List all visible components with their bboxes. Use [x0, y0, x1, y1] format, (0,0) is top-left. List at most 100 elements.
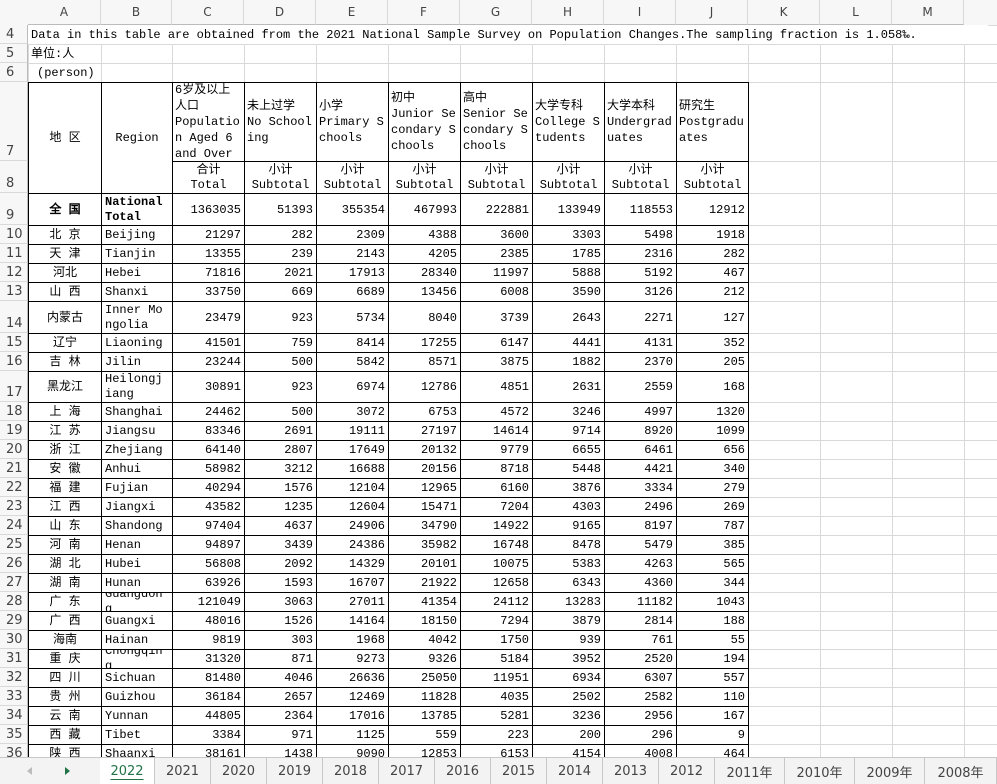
value-cell: 464: [676, 744, 749, 757]
sheet-tab[interactable]: 2017: [379, 758, 435, 784]
value-cell: 5734: [316, 301, 389, 334]
value-cell: 2364: [244, 706, 317, 726]
value-cell: 26636: [316, 668, 389, 688]
sheet-tab[interactable]: 2018: [323, 758, 379, 784]
value-cell: 500: [244, 402, 317, 422]
sheet-tab[interactable]: 2021: [155, 758, 211, 784]
row-number: 11: [0, 244, 28, 263]
value-cell: 296: [604, 725, 677, 745]
value-cell: 4421: [604, 459, 677, 479]
value-cell: 557: [676, 668, 749, 688]
value-cell: 13785: [388, 706, 461, 726]
value-cell: 17649: [316, 440, 389, 460]
value-cell: 1526: [244, 611, 317, 631]
value-cell: 13283: [532, 592, 605, 612]
value-cell: 5498: [604, 225, 677, 245]
value-cell: 9165: [532, 516, 605, 536]
sheet-tab[interactable]: 2022: [100, 758, 155, 784]
region-cell: Yunnan: [101, 706, 173, 726]
value-cell: 6974: [316, 371, 389, 403]
row-number: 7: [0, 82, 28, 161]
region-cell: Henan: [101, 535, 173, 555]
value-cell: 9326: [388, 649, 461, 669]
sheet-tab[interactable]: 2013: [603, 758, 659, 784]
value-cell: 3212: [244, 459, 317, 479]
value-cell: 24462: [172, 402, 245, 422]
sheet-tab[interactable]: 2015: [491, 758, 547, 784]
sheet-tab[interactable]: 2019: [267, 758, 323, 784]
region-cell: Guizhou: [101, 687, 173, 707]
value-cell: 6689: [316, 282, 389, 302]
value-cell: 3875: [460, 352, 533, 372]
value-cell: 6934: [532, 668, 605, 688]
row-number: 4: [0, 25, 28, 44]
value-cell: 4303: [532, 497, 605, 517]
column-header: I: [604, 0, 676, 25]
column-header: D: [244, 0, 316, 25]
value-cell: 12469: [316, 687, 389, 707]
value-cell: 17913: [316, 263, 389, 283]
sheet-tab[interactable]: 2008年: [925, 758, 997, 784]
value-cell: 761: [604, 630, 677, 650]
column-header: G: [460, 0, 532, 25]
region-cell: Shaanxi: [101, 744, 173, 757]
sheet-tab[interactable]: 2010年: [785, 758, 855, 784]
value-cell: 3126: [604, 282, 677, 302]
value-cell: 3876: [532, 478, 605, 498]
value-cell: 44805: [172, 706, 245, 726]
value-cell: 6307: [604, 668, 677, 688]
row-number: 21: [0, 459, 28, 478]
value-cell: 64140: [172, 440, 245, 460]
value-cell: 4008: [604, 744, 677, 757]
value-cell: 467993: [388, 193, 461, 226]
region-cell: 陕 西: [28, 744, 102, 757]
region-cell: Hebei: [101, 263, 173, 283]
sheet-tab[interactable]: 2014: [547, 758, 603, 784]
value-cell: 1099: [676, 421, 749, 441]
value-cell: 16688: [316, 459, 389, 479]
region-cell: Jilin: [101, 352, 173, 372]
value-cell: 81480: [172, 668, 245, 688]
region-cell: Guangxi: [101, 611, 173, 631]
value-cell: 3879: [532, 611, 605, 631]
value-cell: 4997: [604, 402, 677, 422]
value-cell: 4154: [532, 744, 605, 757]
value-cell: 1320: [676, 402, 749, 422]
region-cell: 山 西: [28, 282, 102, 302]
value-cell: 344: [676, 573, 749, 593]
sheet-tab[interactable]: 2020: [211, 758, 267, 784]
column-subtitle: 小计 Subtotal: [316, 161, 389, 194]
value-cell: 2657: [244, 687, 317, 707]
row-number: 5: [0, 44, 28, 63]
value-cell: 4388: [388, 225, 461, 245]
region-cell: Tibet: [101, 725, 173, 745]
sheet-tab[interactable]: 2009年: [855, 758, 925, 784]
value-cell: 20156: [388, 459, 461, 479]
sheet-tab[interactable]: 2012: [659, 758, 715, 784]
value-cell: 656: [676, 440, 749, 460]
value-cell: 27197: [388, 421, 461, 441]
value-cell: 94897: [172, 535, 245, 555]
row-number: 26: [0, 554, 28, 573]
value-cell: 1235: [244, 497, 317, 517]
region-cell: Jiangxi: [101, 497, 173, 517]
value-cell: 12965: [388, 478, 461, 498]
value-cell: 24906: [316, 516, 389, 536]
value-cell: 200: [532, 725, 605, 745]
value-cell: 6655: [532, 440, 605, 460]
row-number: 28: [0, 592, 28, 611]
sheet-tab[interactable]: 2016: [435, 758, 491, 784]
value-cell: 559: [388, 725, 461, 745]
value-cell: 30891: [172, 371, 245, 403]
value-cell: 3739: [460, 301, 533, 334]
value-cell: 871: [244, 649, 317, 669]
value-cell: 11182: [604, 592, 677, 612]
sheet-tab[interactable]: 2011年: [715, 758, 785, 784]
value-cell: 9779: [460, 440, 533, 460]
value-cell: 34790: [388, 516, 461, 536]
region-cell: 贵 州: [28, 687, 102, 707]
tab-scroll-arrows[interactable]: [10, 758, 100, 784]
value-cell: 5842: [316, 352, 389, 372]
gridline: [892, 0, 893, 757]
value-cell: 35982: [388, 535, 461, 555]
